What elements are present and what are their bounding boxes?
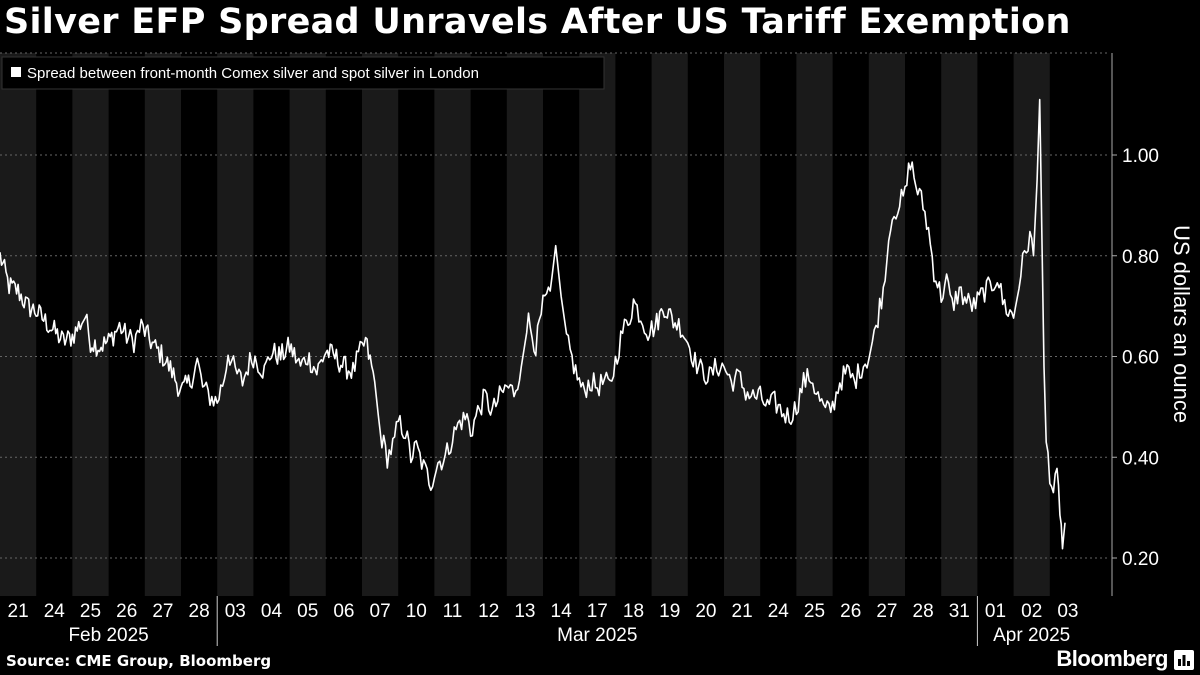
x-day-label: 18 [623, 601, 644, 622]
bloomberg-logo: Bloomberg [1056, 646, 1168, 671]
x-day-label: 11 [443, 601, 463, 622]
x-day-label: 05 [297, 601, 318, 622]
x-day-label: 03 [1057, 601, 1078, 622]
day-bands [0, 53, 1050, 596]
day-band [362, 53, 399, 596]
y-tick-label: 0.20 [1122, 549, 1159, 570]
x-day-label: 27 [152, 601, 173, 622]
x-day-label: 28 [913, 601, 934, 622]
x-day-label: 26 [840, 601, 861, 622]
x-day-label: 28 [189, 601, 210, 622]
x-day-label: 17 [587, 601, 608, 622]
x-day-labels: 21 24 25 26 27 28 03 04 05 06 07 10 11 12 13 14 17 18 19 20… [8, 601, 1079, 622]
day-band [0, 53, 37, 596]
y-tick-label: 0.40 [1122, 448, 1159, 469]
legend-label: Spread between front-month Comex silver … [27, 65, 479, 82]
x-month-label: Apr 2025 [993, 625, 1070, 646]
day-band [579, 53, 616, 596]
x-day-label: 03 [225, 601, 246, 622]
source-note: Source: CME Group, Bloomberg [6, 652, 272, 670]
y-tick-label: 0.80 [1122, 247, 1159, 268]
x-day-label: 27 [876, 601, 897, 622]
x-day-label: 31 [949, 601, 970, 622]
legend: Spread between front-month Comex silver … [1, 56, 605, 90]
y-axis-label: US dollars an ounce [1169, 225, 1194, 423]
y-tick-label: 0.60 [1122, 348, 1159, 369]
x-day-label: 01 [985, 601, 1006, 622]
day-band [941, 53, 978, 596]
x-day-label: 13 [514, 601, 535, 622]
day-band [144, 53, 181, 596]
legend-box [1, 56, 605, 90]
x-day-label: 25 [80, 601, 101, 622]
x-month-label: Mar 2025 [557, 625, 637, 646]
legend-swatch [11, 67, 21, 77]
day-band [434, 53, 471, 596]
day-band [1013, 53, 1050, 596]
x-day-label: 24 [768, 601, 790, 622]
day-band [506, 53, 543, 596]
x-day-label: 24 [44, 601, 66, 622]
x-day-label: 12 [478, 601, 499, 622]
x-month-label: Feb 2025 [68, 625, 148, 646]
x-day-label: 07 [370, 601, 391, 622]
x-day-label: 21 [8, 601, 29, 622]
y-ticks: 0.20 0.40 0.60 0.80 1.00 [1112, 146, 1159, 570]
series-line [0, 98, 1066, 550]
chart-title: Silver EFP Spread Unravels After US Tari… [4, 2, 1071, 42]
day-band [724, 53, 761, 596]
day-band [796, 53, 833, 596]
x-day-label: 02 [1021, 601, 1042, 622]
x-day-label: 19 [659, 601, 680, 622]
x-day-label: 21 [732, 601, 753, 622]
y-tick-label: 1.00 [1122, 146, 1159, 167]
day-band [289, 53, 326, 596]
x-day-label: 04 [261, 601, 283, 622]
x-day-label: 26 [116, 601, 137, 622]
x-day-label: 20 [695, 601, 716, 622]
x-day-label: 14 [551, 601, 573, 622]
day-band [217, 53, 254, 596]
day-band [868, 53, 905, 596]
x-day-label: 06 [333, 601, 354, 622]
x-month-labels: Feb 2025 Mar 2025 Apr 2025 [68, 596, 1070, 646]
x-day-label: 10 [406, 601, 427, 622]
bloomberg-terminal-icon [1174, 650, 1194, 670]
x-day-label: 25 [804, 601, 825, 622]
